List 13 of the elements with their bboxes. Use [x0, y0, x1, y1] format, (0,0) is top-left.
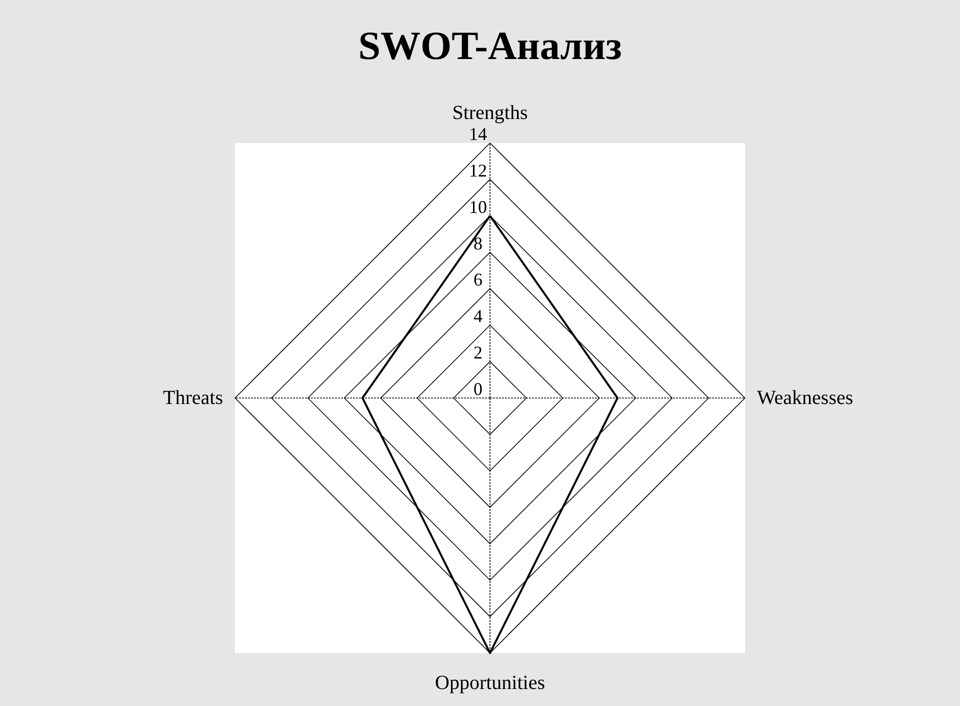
- spoke-label: Weaknesses: [757, 387, 854, 409]
- y-tick-label: 2: [474, 342, 482, 363]
- spoke-label: Threats: [163, 387, 224, 409]
- chart-title: SWOT-Анализ: [358, 23, 622, 68]
- y-tick-label: 6: [474, 270, 482, 290]
- y-tick-label: 14: [469, 124, 487, 144]
- y-tick-label: 12: [469, 160, 487, 180]
- spoke-label: Opportunities: [435, 672, 546, 694]
- y-tick-label: 0: [474, 379, 482, 399]
- y-tick-label: 8: [474, 233, 482, 254]
- y-tick-label: 4: [474, 306, 482, 326]
- y-tick-label: 10: [469, 196, 487, 217]
- spoke-label: Strengths: [452, 102, 528, 124]
